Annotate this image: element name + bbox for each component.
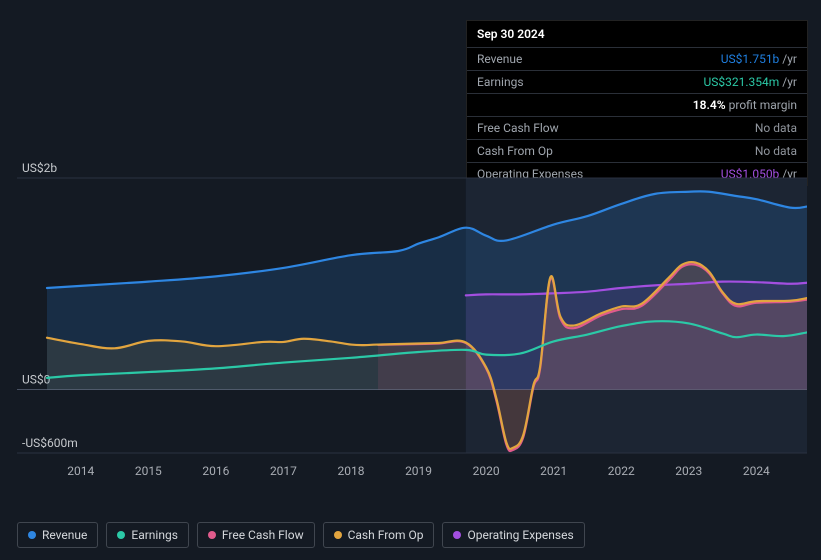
legend-item-operating-expenses[interactable]: Operating Expenses <box>442 522 584 548</box>
tooltip-row-label: Revenue <box>477 52 522 66</box>
tooltip-row-value: No data <box>755 121 797 135</box>
legend-item-cash-from-op[interactable]: Cash From Op <box>323 522 435 548</box>
legend-dot-icon <box>117 531 125 539</box>
legend-item-revenue[interactable]: Revenue <box>17 522 98 548</box>
tooltip-row-value: 18.4%profit margin <box>693 98 797 112</box>
financials-chart[interactable]: US$2b US$0 -US$600m 2014 2015 2016 2017 2018 201… <box>17 155 807 485</box>
legend-dot-icon <box>208 531 216 539</box>
x-axis-label: 2018 <box>338 464 365 478</box>
x-axis-label: 2019 <box>405 464 432 478</box>
x-axis-label: 2017 <box>270 464 297 478</box>
legend-item-label: Free Cash Flow <box>222 528 304 542</box>
tooltip-row-label: Free Cash Flow <box>477 121 559 135</box>
x-axis-label: 2023 <box>675 464 702 478</box>
legend-dot-icon <box>453 531 461 539</box>
legend-item-earnings[interactable]: Earnings <box>106 522 189 548</box>
x-axis-label: 2014 <box>67 464 94 478</box>
tooltip-row: Earnings US$321.354m/yr <box>467 70 807 93</box>
y-axis-label: US$0 <box>22 373 51 387</box>
tooltip-row: Free Cash Flow No data <box>467 116 807 139</box>
x-axis-label: 2021 <box>540 464 567 478</box>
legend-item-label: Revenue <box>42 528 87 542</box>
x-axis-label: 2015 <box>135 464 162 478</box>
x-axis-label: 2016 <box>202 464 229 478</box>
y-axis-label: US$2b <box>22 161 57 175</box>
legend-item-label: Earnings <box>131 528 178 542</box>
tooltip-row-label: Earnings <box>477 75 524 89</box>
legend-dot-icon <box>28 531 36 539</box>
tooltip-row: Revenue US$1.751b/yr <box>467 47 807 70</box>
legend-item-label: Operating Expenses <box>467 528 573 542</box>
x-axis-label: 2024 <box>743 464 770 478</box>
tooltip-row: 18.4%profit margin <box>467 93 807 116</box>
tooltip-date: Sep 30 2024 <box>467 21 807 47</box>
chart-container: Sep 30 2024 Revenue US$1.751b/yr Earnings U… <box>0 0 821 560</box>
x-axis-label: 2020 <box>473 464 500 478</box>
legend-item-label: Cash From Op <box>348 528 424 542</box>
legend-dot-icon <box>334 531 342 539</box>
tooltip-row-value: US$1.751b/yr <box>721 52 797 66</box>
x-axis-label: 2022 <box>608 464 635 478</box>
legend-item-free-cash-flow[interactable]: Free Cash Flow <box>197 522 315 548</box>
legend: Revenue Earnings Free Cash Flow Cash From O… <box>17 522 585 548</box>
y-axis-label: -US$600m <box>22 436 78 450</box>
tooltip-row-value: US$321.354m/yr <box>703 75 797 89</box>
